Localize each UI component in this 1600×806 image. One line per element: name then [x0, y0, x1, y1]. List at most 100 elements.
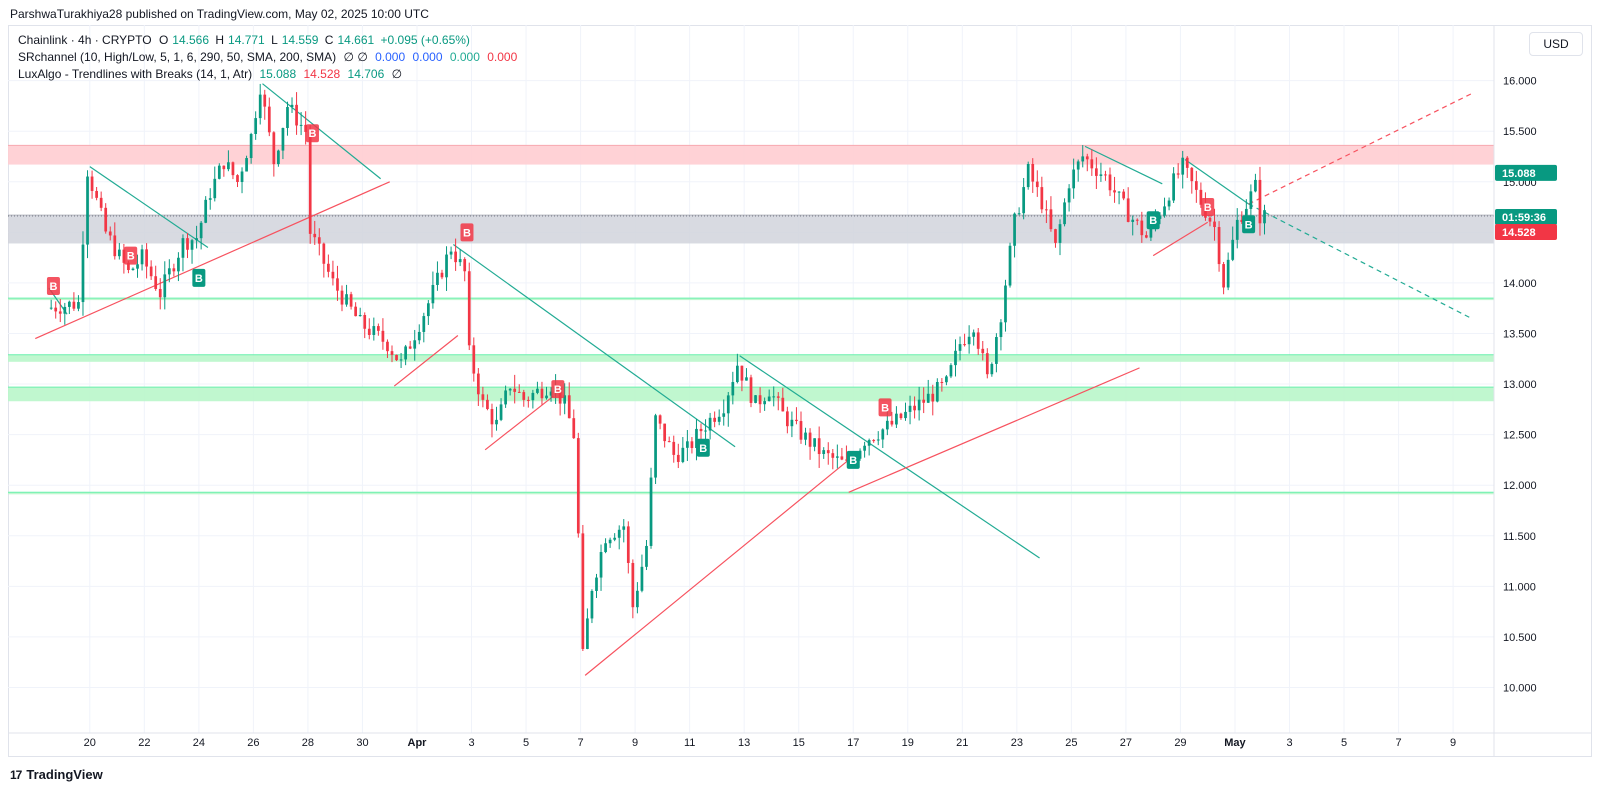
candle-body: [726, 395, 730, 414]
candle-body: [117, 249, 121, 257]
legend-indicator-srchannel[interactable]: SRchannel (10, High/Low, 5, 1, 6, 290, 5…: [18, 50, 521, 64]
candle-body: [476, 373, 480, 395]
candle-body: [149, 266, 153, 277]
candle-body: [1131, 219, 1135, 222]
srchannel-value-2: 0.000: [412, 50, 443, 64]
candle-body: [327, 263, 330, 272]
candle-body: [249, 133, 253, 159]
candle-body: [640, 566, 644, 591]
legend-symbol-row[interactable]: Chainlink · 4h · CRYPTO O 14.566 H 14.771 …: [18, 33, 474, 47]
candle-body: [404, 346, 407, 360]
candle-body: [645, 545, 648, 567]
candle-body: [413, 340, 417, 349]
candle-body: [145, 249, 148, 267]
candle-body: [1149, 223, 1153, 238]
candle-body: [731, 382, 735, 396]
candle-body: [1008, 245, 1012, 286]
candle-body: [431, 284, 435, 304]
candle-body: [604, 543, 607, 553]
candle-body: [272, 132, 276, 165]
footer-brand[interactable]: 17 TradingView: [10, 767, 103, 782]
candle-body: [222, 165, 226, 170]
open-label: O: [158, 33, 169, 47]
candle-body: [158, 288, 162, 298]
candle-body: [454, 251, 457, 263]
candle-body: [58, 311, 62, 314]
candle-body: [345, 294, 348, 305]
candle-body: [1144, 235, 1148, 238]
red-trendline: [1152, 221, 1209, 257]
candle-body: [749, 377, 753, 403]
x-tick-label: 7: [1396, 737, 1402, 749]
candle-body: [122, 249, 126, 263]
x-tick-label: 23: [1011, 737, 1023, 749]
candle-body: [195, 238, 198, 241]
candle-body: [322, 243, 326, 264]
candle-body: [858, 450, 862, 459]
candle-body: [867, 440, 871, 446]
candle-body: [536, 388, 539, 393]
candle-body: [676, 454, 680, 462]
candle-body: [426, 303, 430, 317]
teal-trendline: [1248, 203, 1472, 319]
x-tick-label: 20: [84, 737, 96, 749]
candle-body: [613, 537, 617, 540]
candle-body: [772, 396, 776, 398]
candle-body: [581, 533, 585, 649]
marker-label: B: [1149, 215, 1157, 227]
candle-body: [77, 302, 80, 309]
candle-body: [467, 271, 471, 346]
candle-body: [876, 439, 880, 441]
candle-body: [372, 326, 376, 335]
candle-body: [899, 413, 903, 419]
candle-body: [204, 199, 208, 223]
candle-body: [590, 590, 594, 619]
marker-label: B: [463, 227, 471, 239]
candle-body: [1163, 206, 1166, 216]
candle-body: [663, 423, 667, 442]
x-tick-label: 27: [1120, 737, 1132, 749]
marker-box: [1242, 215, 1256, 234]
candle-body: [95, 190, 98, 198]
candle-body: [177, 257, 180, 272]
currency-button[interactable]: USD: [1529, 32, 1583, 56]
marker-box: [878, 398, 892, 417]
candle-body: [699, 428, 703, 432]
candle-body: [599, 552, 603, 578]
candle-body: [1113, 190, 1116, 193]
candle-body: [549, 391, 553, 396]
candle-body: [1158, 215, 1162, 219]
candle-body: [826, 450, 830, 454]
candle-body: [958, 344, 962, 351]
candle-body: [626, 526, 630, 563]
candle-body: [922, 399, 926, 403]
srchannel-glyph: ∅ ∅: [343, 50, 368, 64]
legend-indicator-luxalgo[interactable]: LuxAlgo - Trendlines with Breaks (14, 1,…: [18, 67, 406, 81]
candle-body: [1031, 163, 1035, 182]
candle-body: [654, 415, 657, 478]
candle-body: [763, 401, 766, 405]
candle-body: [517, 391, 521, 393]
bear-break-marker: B: [46, 276, 60, 295]
candle-body: [72, 301, 76, 309]
candle-body: [108, 231, 112, 236]
marker-box: [460, 223, 474, 242]
y-tick-label: 13.000: [1503, 379, 1537, 391]
x-tick-label: 21: [956, 737, 968, 749]
candle-body: [1099, 174, 1103, 176]
x-axis: 20 22 24 26 28 30 Apr 3 5 7 9 11 13 15 17 19 21 23 25 27 29 M…: [8, 732, 1592, 749]
tradingview-logo-icon: 17: [10, 767, 22, 782]
y-tick-label: 13.500: [1503, 328, 1537, 340]
candle-body: [113, 235, 117, 257]
candle-body: [954, 350, 957, 366]
candle-body: [336, 278, 339, 291]
candle-body: [227, 162, 230, 170]
marker-label: B: [1204, 202, 1212, 214]
candle-body: [990, 363, 994, 375]
candle-body: [1226, 259, 1230, 288]
candle-body: [436, 272, 439, 285]
x-tick-label: 9: [632, 737, 638, 749]
candle-body: [1258, 179, 1262, 224]
candle-body: [622, 526, 626, 530]
